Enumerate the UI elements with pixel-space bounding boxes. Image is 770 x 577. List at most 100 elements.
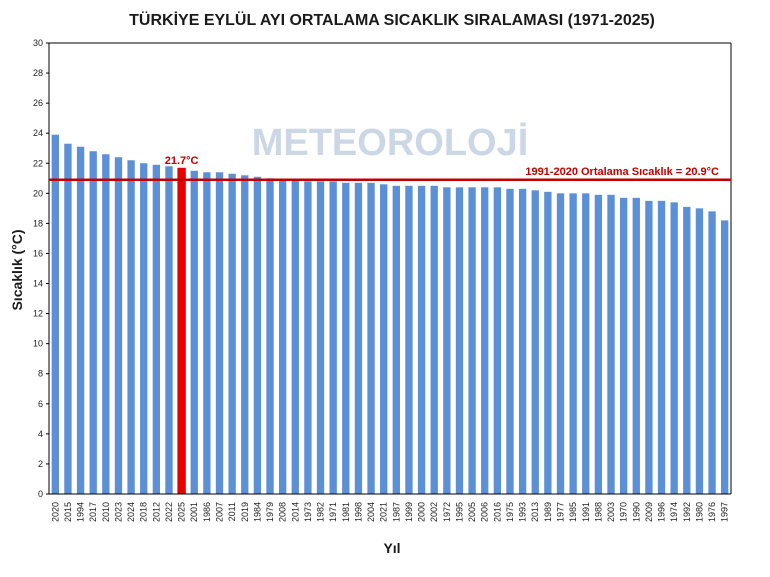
chart-title: TÜRKİYE EYLÜL AYI ORTALAMA SICAKLIK SIRA… bbox=[129, 10, 655, 29]
bar bbox=[76, 146, 85, 495]
bar bbox=[165, 166, 173, 495]
bar bbox=[253, 176, 262, 494]
x-tick-label: 1982 bbox=[316, 502, 326, 522]
bar bbox=[594, 194, 603, 494]
x-tick-label: 2017 bbox=[88, 502, 98, 522]
x-tick-label: 2003 bbox=[606, 502, 616, 522]
y-tick-label: 8 bbox=[38, 369, 43, 379]
x-tick-label: 1994 bbox=[76, 502, 86, 522]
y-tick-label: 0 bbox=[38, 489, 43, 499]
bar bbox=[203, 172, 211, 494]
x-tick-label: 1989 bbox=[543, 502, 553, 522]
bar bbox=[518, 188, 527, 494]
y-tick-label: 4 bbox=[38, 429, 43, 439]
bar bbox=[329, 181, 337, 494]
x-tick-label: 1981 bbox=[341, 502, 351, 522]
x-tick-label: 2023 bbox=[113, 502, 123, 522]
x-tick-label: 1990 bbox=[631, 502, 641, 522]
bar bbox=[291, 179, 299, 494]
x-tick-label: 1979 bbox=[265, 502, 275, 522]
bar bbox=[342, 182, 350, 494]
x-tick-label: 1991 bbox=[581, 502, 591, 522]
bar bbox=[152, 164, 161, 494]
reference-line-label: 1991-2020 Ortalama Sıcaklık = 20.9°C bbox=[525, 166, 719, 178]
x-tick-label: 2016 bbox=[492, 502, 502, 522]
y-tick-label: 28 bbox=[33, 68, 43, 78]
x-tick-label: 1984 bbox=[252, 502, 262, 522]
y-tick-label: 10 bbox=[33, 339, 43, 349]
bar bbox=[190, 170, 198, 495]
bar bbox=[392, 185, 400, 495]
bar bbox=[493, 187, 502, 494]
x-tick-label: 1992 bbox=[682, 502, 692, 522]
bar bbox=[367, 182, 375, 494]
bar bbox=[645, 200, 653, 494]
bar bbox=[670, 202, 678, 494]
x-tick-label: 2022 bbox=[164, 502, 174, 522]
x-tick-label: 1975 bbox=[505, 502, 515, 522]
bar bbox=[430, 185, 438, 495]
watermark: METEOROLOJİ bbox=[252, 122, 529, 164]
bar bbox=[556, 193, 565, 495]
x-tick-label: 1977 bbox=[556, 502, 566, 522]
x-tick-label: 1974 bbox=[669, 502, 679, 522]
x-tick-label: 2013 bbox=[530, 502, 540, 522]
bar bbox=[64, 143, 72, 494]
bar bbox=[102, 154, 110, 494]
y-tick-label: 18 bbox=[33, 218, 43, 228]
x-tick-label: 2009 bbox=[644, 502, 654, 522]
x-tick-label: 2021 bbox=[379, 502, 389, 522]
x-tick-label: 1997 bbox=[720, 502, 730, 522]
bar bbox=[468, 187, 476, 494]
y-tick-label: 24 bbox=[33, 128, 43, 138]
x-tick-label: 1976 bbox=[707, 502, 717, 522]
bar bbox=[455, 187, 464, 494]
x-tick-label: 2000 bbox=[417, 502, 427, 522]
bars bbox=[51, 134, 729, 495]
bar bbox=[632, 197, 640, 495]
x-tick-label: 2002 bbox=[429, 502, 439, 522]
bar bbox=[316, 181, 325, 494]
x-tick-label: 2010 bbox=[101, 502, 111, 522]
bar bbox=[140, 163, 148, 494]
x-tick-label: 2018 bbox=[139, 502, 149, 522]
bar bbox=[405, 185, 413, 495]
x-tick-label: 1972 bbox=[442, 502, 452, 522]
bar bbox=[127, 160, 135, 494]
bar bbox=[582, 193, 590, 495]
bar bbox=[304, 181, 312, 494]
x-tick-label: 1995 bbox=[454, 502, 464, 522]
x-tick-label: 1993 bbox=[518, 502, 528, 522]
x-tick-label: 2024 bbox=[126, 502, 136, 522]
y-tick-label: 22 bbox=[33, 158, 43, 168]
bar bbox=[708, 211, 716, 494]
x-tick-label: 1998 bbox=[353, 502, 363, 522]
x-tick-label: 2008 bbox=[278, 502, 288, 522]
bar bbox=[695, 208, 704, 494]
y-tick-label: 6 bbox=[38, 399, 43, 409]
bar bbox=[215, 172, 224, 494]
bar bbox=[89, 151, 97, 495]
bar bbox=[619, 197, 628, 495]
bar bbox=[241, 175, 249, 494]
x-tick-label: 2020 bbox=[50, 502, 60, 522]
bar bbox=[531, 190, 539, 494]
x-tick-label: 1973 bbox=[303, 502, 313, 522]
y-tick-label: 12 bbox=[33, 309, 43, 319]
x-tick-label: 2019 bbox=[240, 502, 250, 522]
x-tick-label: 1985 bbox=[568, 502, 578, 522]
x-tick-label: 2015 bbox=[63, 502, 73, 522]
highlight-bar-label: 21.7°C bbox=[165, 155, 199, 167]
bar bbox=[380, 184, 388, 494]
x-axis-label: Yıl bbox=[383, 540, 400, 556]
y-tick-label: 30 bbox=[33, 38, 43, 48]
bar bbox=[417, 185, 426, 495]
bar bbox=[569, 193, 577, 495]
x-tick-label: 1980 bbox=[694, 502, 704, 522]
bar bbox=[228, 173, 236, 495]
bar bbox=[51, 134, 59, 494]
bar bbox=[266, 178, 274, 495]
bar bbox=[607, 194, 615, 494]
